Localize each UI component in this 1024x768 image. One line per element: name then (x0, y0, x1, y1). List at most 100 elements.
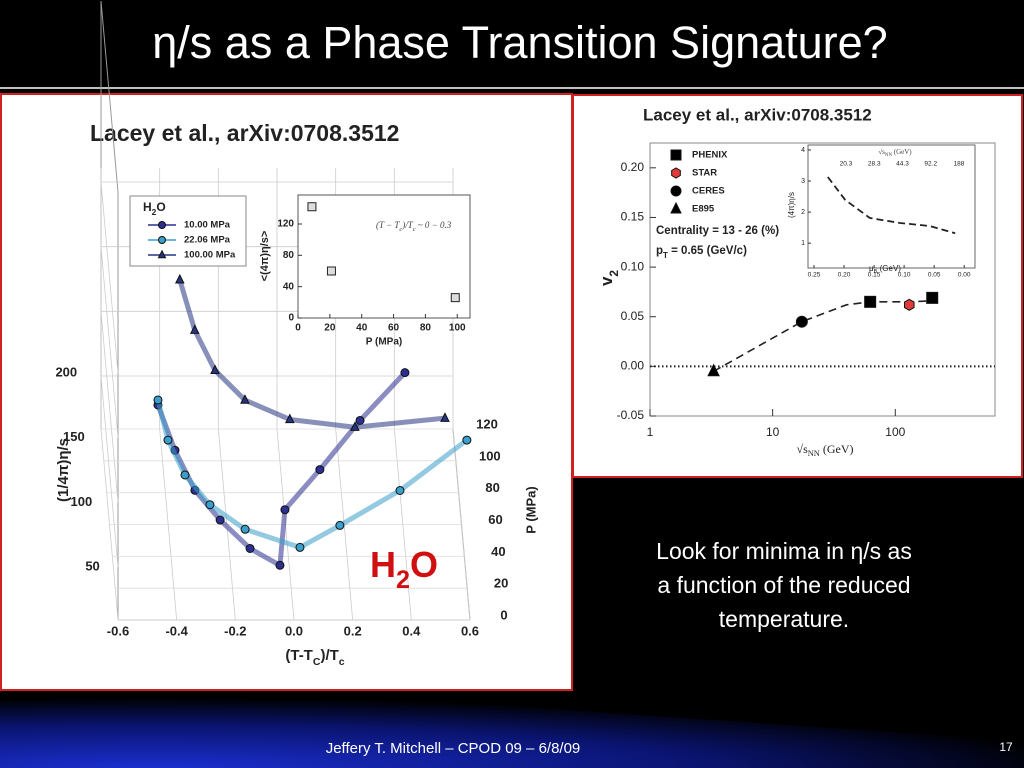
data-point (240, 394, 250, 404)
slide-title: η/s as a Phase Transition Signature? (152, 17, 887, 68)
y-tick-label: 150 (63, 429, 85, 444)
data-point (280, 505, 290, 515)
data-point (215, 515, 225, 525)
x-tick-label: 0.6 (461, 623, 479, 638)
data-point (189, 324, 200, 334)
y-tick-label: 0.10 (621, 259, 645, 273)
plot-frame (649, 142, 996, 417)
data-point (245, 543, 255, 553)
legend-marker (670, 201, 682, 214)
legend-title: H2O (143, 200, 166, 217)
legend-label: CERES (692, 186, 725, 197)
annotation-part: O (410, 544, 438, 585)
inset-x-tick-label: 100 (449, 323, 466, 334)
y-axis-title: v2 (597, 270, 621, 286)
data-point (295, 542, 305, 552)
left-figure (0, 93, 573, 691)
inset-x2-tick-label: 20.3 (840, 161, 853, 168)
x-axis-title-part: (T-T (285, 647, 313, 664)
inset-point (326, 266, 336, 276)
x-axis-title-part: √s (796, 442, 808, 456)
legend-label: 22.06 MPa (184, 235, 231, 246)
x-tick-label: -0.4 (165, 623, 188, 638)
inset-annotation: (T − Tc)/Tc ~ 0 − 0.3 (376, 220, 452, 233)
inset-x-title: P (MPa) (366, 337, 403, 348)
inset-x2-tick-label: 28.3 (868, 161, 881, 168)
legend-label: 10.00 MPa (184, 220, 231, 231)
data-point (355, 415, 365, 425)
data-point (275, 560, 285, 570)
x-axis-title-part: c (339, 656, 345, 668)
data-point (462, 435, 472, 445)
inset-curve (827, 176, 956, 235)
inset-point (307, 202, 317, 212)
annotation-part: = 0.65 (GeV/c) (668, 245, 747, 257)
x-axis-title-part: C (313, 656, 321, 668)
y-axis-title: (1/4π)η/s (55, 438, 72, 502)
body-line: temperature. (719, 606, 849, 632)
legend-label: STAR (692, 168, 717, 179)
data-point (795, 315, 808, 328)
x-tick-label: 0.0 (285, 623, 303, 638)
inset-y-tick-label: 80 (283, 250, 295, 261)
inset-x-tick-label: 0.25 (808, 272, 821, 279)
x-tick-label: -0.6 (107, 623, 129, 638)
legend-label: PHENIX (692, 150, 728, 161)
y-tick-label: 0.15 (621, 210, 645, 224)
page-number: 17 (999, 740, 1013, 754)
figure-citation: Lacey et al., arXiv:0708.3512 (90, 120, 399, 146)
inset-x-title-part: μ (869, 264, 874, 273)
inset-y-tick-label: 1 (801, 240, 805, 247)
legend-title-part: 2 (152, 207, 157, 217)
footer: Jeffery T. Mitchell – CPOD 09 – 6/8/09 (326, 740, 581, 757)
legend-label: 100.00 MPa (184, 250, 236, 261)
annotation: H2O (370, 544, 438, 594)
data-point (440, 412, 450, 422)
z-axis-title: P (MPa) (523, 486, 538, 533)
z-tick-label: 20 (494, 576, 508, 591)
legend-marker (157, 249, 167, 259)
data-point (163, 435, 173, 445)
data-point (180, 470, 190, 480)
inset-y-tick-label: 3 (801, 178, 805, 185)
data-point (240, 524, 250, 534)
inset-x-tick-label: 0.15 (868, 272, 881, 279)
x-tick-label: 10 (766, 425, 780, 439)
z-tick-label: 60 (488, 512, 502, 527)
body-line: a function of the reduced (657, 572, 910, 598)
inset-x-tick-label: 0.10 (898, 272, 911, 279)
data-point (210, 364, 220, 375)
axis-edge (100, 0, 119, 193)
z-tick-label: 80 (485, 480, 499, 495)
y-tick-label: -0.05 (617, 408, 645, 422)
bottom-swoosh (0, 690, 1024, 768)
inset-x-title-part: B (874, 269, 878, 275)
data-point (284, 413, 295, 424)
annotation-part: p (656, 245, 663, 257)
x-axis-title-part: (GeV) (820, 442, 854, 456)
inset-x-tick-label: 20 (324, 323, 336, 334)
inset-x2-title-part: (GeV) (892, 148, 912, 156)
legend-label: E895 (692, 204, 715, 215)
x-axis-title: (T-TC)/Tc (285, 647, 344, 668)
data-point (153, 395, 163, 405)
data-point (904, 298, 915, 311)
inset-x2-title: √sNN (GeV) (878, 148, 912, 158)
inset-x-tick-label: 0.00 (958, 272, 971, 279)
inset-x2-title-part: NN (885, 153, 893, 158)
annotation-part: H (370, 544, 396, 585)
inset-y-tick-label: 0 (288, 313, 294, 324)
x-tick-label: 0.2 (344, 623, 362, 638)
annotation-part: T (663, 251, 668, 260)
inset-annotation-part: ~ 0 − 0.3 (416, 220, 452, 230)
inset-annotation-part: )/T (401, 220, 413, 230)
data-point (174, 273, 185, 284)
data-point (335, 520, 345, 530)
legend-marker (158, 236, 166, 244)
data-point (864, 295, 877, 308)
annotation: pT = 0.65 (GeV/c) (656, 245, 747, 260)
x-axis-title-part: )/T (320, 647, 338, 664)
inset-x-tick-label: 80 (420, 323, 432, 334)
x-tick-label: 1 (647, 425, 654, 439)
